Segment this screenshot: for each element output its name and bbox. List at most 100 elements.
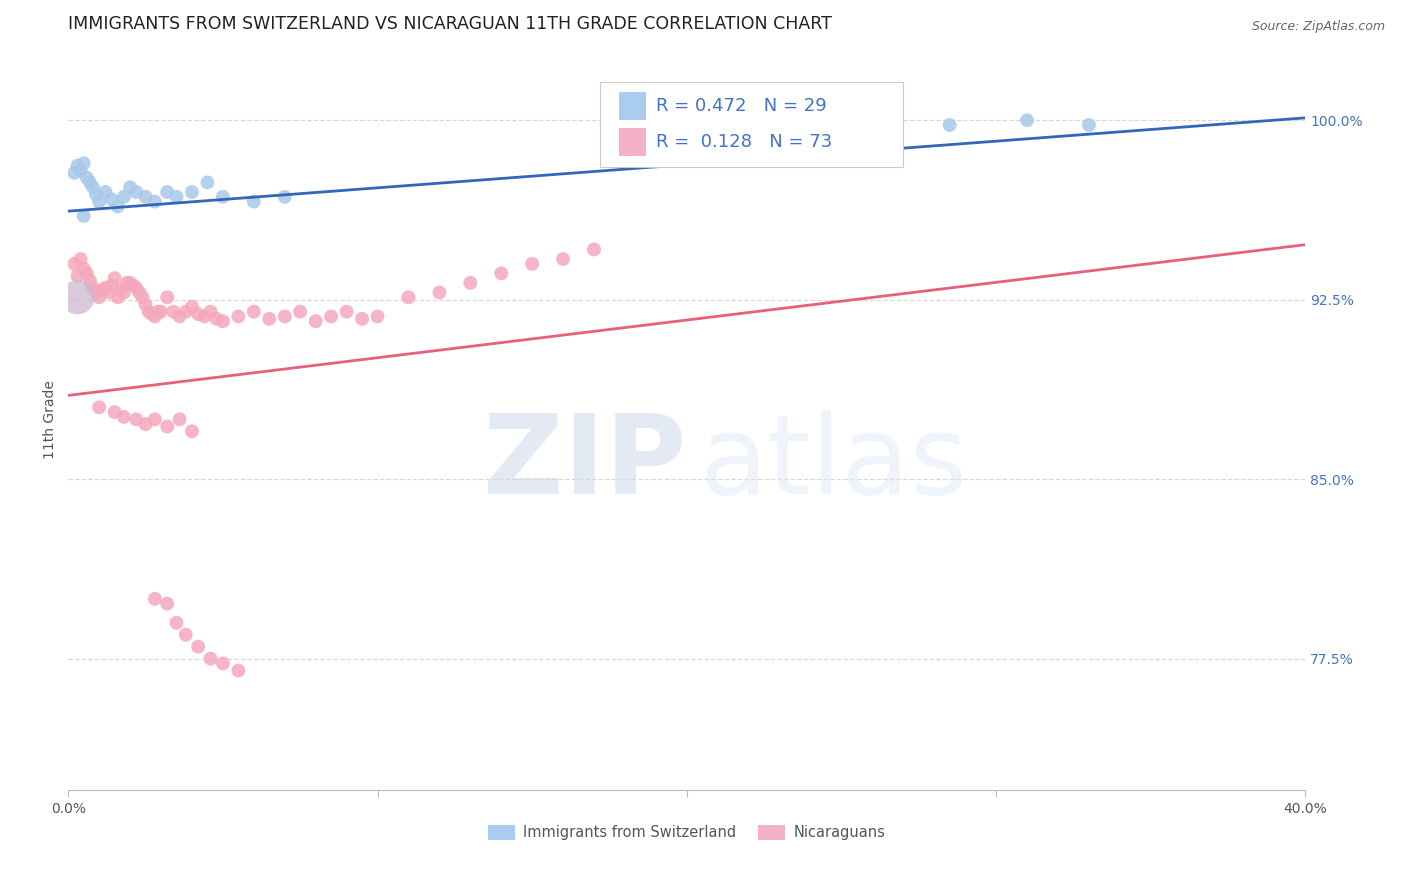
Point: [115, 276, 138, 290]
Point: [259, 311, 281, 326]
Point: [120, 180, 142, 194]
Point: [143, 591, 166, 606]
Point: [138, 304, 160, 318]
Point: [228, 664, 250, 678]
Point: [89, 401, 111, 415]
Legend: Immigrants from Switzerland, Nicaraguans: Immigrants from Switzerland, Nicaraguans: [482, 819, 891, 846]
Point: [162, 304, 184, 318]
Text: R =  0.128   N = 73: R = 0.128 N = 73: [655, 133, 832, 151]
Point: [94, 185, 117, 199]
Point: [97, 285, 120, 300]
Text: IMMIGRANTS FROM SWITZERLAND VS NICARAGUAN 11TH GRADE CORRELATION CHART: IMMIGRANTS FROM SWITZERLAND VS NICARAGUA…: [69, 15, 832, 33]
Point: [112, 285, 135, 300]
Point: [174, 628, 197, 642]
Point: [193, 310, 215, 324]
Point: [84, 187, 107, 202]
Bar: [619, 128, 645, 156]
Point: [228, 310, 250, 324]
Point: [336, 304, 359, 318]
Point: [143, 412, 166, 426]
Point: [120, 276, 142, 290]
Point: [100, 192, 122, 206]
Point: [79, 176, 101, 190]
Point: [169, 412, 191, 426]
Point: [100, 278, 122, 293]
Point: [1015, 113, 1038, 128]
Point: [143, 310, 166, 324]
Point: [212, 314, 235, 328]
Point: [181, 185, 204, 199]
Text: atlas: atlas: [699, 410, 967, 517]
Point: [63, 257, 86, 271]
Point: [107, 290, 129, 304]
Text: ZIP: ZIP: [484, 410, 686, 517]
Point: [82, 180, 104, 194]
Point: [66, 290, 89, 304]
Point: [66, 290, 89, 304]
Point: [274, 310, 297, 324]
Point: [66, 268, 89, 283]
Point: [938, 118, 960, 132]
Point: [69, 252, 91, 266]
Text: Source: ZipAtlas.com: Source: ZipAtlas.com: [1251, 20, 1385, 33]
Point: [187, 640, 209, 654]
Point: [321, 310, 343, 324]
Point: [112, 409, 135, 424]
Point: [212, 657, 235, 671]
Point: [89, 194, 111, 209]
Point: [125, 281, 148, 295]
Point: [141, 307, 163, 321]
Point: [367, 310, 389, 324]
Point: [187, 307, 209, 321]
Point: [398, 290, 420, 304]
Point: [94, 281, 117, 295]
Point: [166, 615, 188, 630]
Point: [82, 281, 104, 295]
Point: [143, 194, 166, 209]
Point: [737, 118, 759, 132]
Point: [169, 310, 191, 324]
Point: [156, 185, 179, 199]
Point: [91, 283, 114, 297]
Point: [243, 304, 266, 318]
Point: [128, 285, 150, 300]
Y-axis label: 11th Grade: 11th Grade: [44, 380, 58, 458]
Point: [66, 159, 89, 173]
Point: [73, 261, 96, 276]
Point: [460, 276, 482, 290]
Point: [305, 314, 328, 328]
Point: [73, 156, 96, 170]
Point: [150, 304, 173, 318]
Point: [104, 271, 127, 285]
Point: [135, 417, 157, 431]
Point: [112, 190, 135, 204]
Point: [73, 209, 96, 223]
Point: [63, 166, 86, 180]
Point: [200, 651, 222, 665]
Point: [200, 304, 222, 318]
Point: [243, 194, 266, 209]
Point: [156, 419, 179, 434]
Point: [290, 304, 312, 318]
Bar: [619, 92, 645, 120]
Point: [551, 252, 574, 266]
Point: [135, 297, 157, 311]
Point: [104, 405, 127, 419]
Point: [174, 304, 197, 318]
Point: [135, 190, 157, 204]
Point: [520, 257, 543, 271]
Point: [76, 170, 98, 185]
Point: [197, 176, 219, 190]
Point: [110, 283, 132, 297]
Point: [212, 190, 235, 204]
Point: [274, 190, 297, 204]
Point: [79, 274, 101, 288]
Point: [107, 199, 129, 213]
Point: [582, 243, 605, 257]
Point: [146, 304, 169, 318]
Point: [125, 185, 148, 199]
Point: [122, 278, 145, 293]
Point: [125, 412, 148, 426]
Point: [156, 290, 179, 304]
Point: [352, 311, 374, 326]
